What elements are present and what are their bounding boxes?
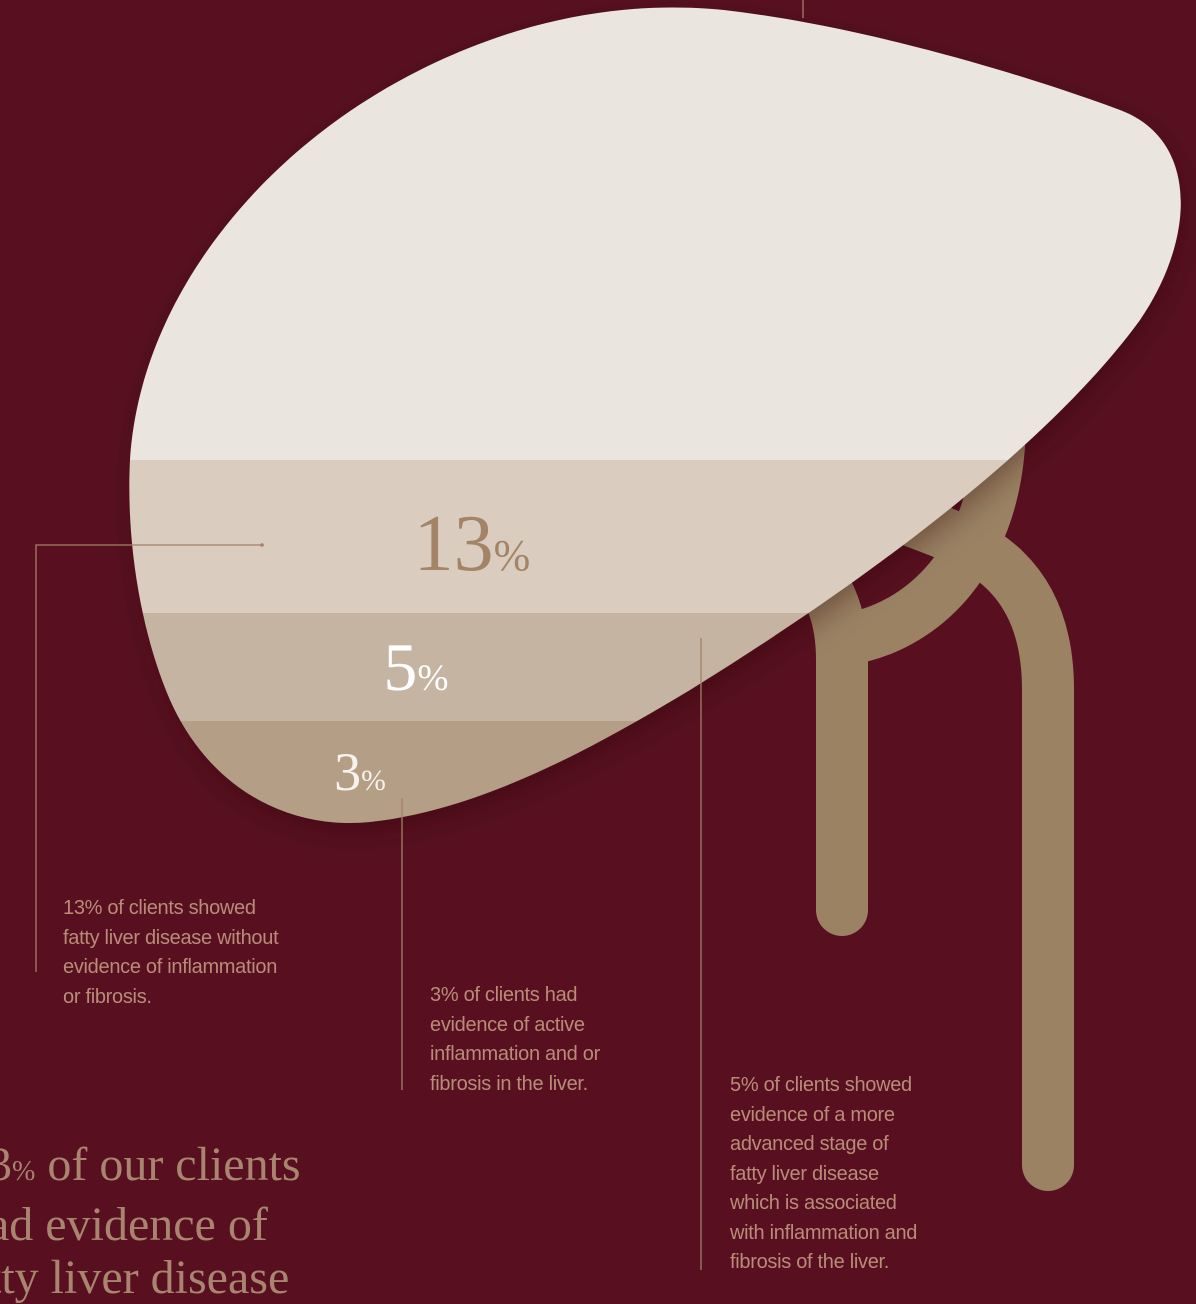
callout-5-percent: 5% of clients showed evidence of a more … <box>730 1071 955 1278</box>
callout-line: with inflammation and <box>730 1221 918 1244</box>
callout-line: or fibrosis. <box>63 985 152 1008</box>
callout-line: fibrosis in the liver. <box>430 1072 588 1095</box>
leader-lines <box>35 0 804 1270</box>
callout-line: evidence of inflammation <box>63 956 278 978</box>
headline-line-2: ad evidence of <box>0 1198 268 1251</box>
label-13-percent: 13% <box>414 500 531 588</box>
vessel-right <box>884 494 1074 1191</box>
callout-line: 3% of clients had <box>430 984 578 1006</box>
callout-13-percent: 13% of clients showed fatty liver diseas… <box>63 894 323 1012</box>
label-5-percent: 5% <box>383 629 448 705</box>
callout-line: evidence of a more <box>730 1103 895 1126</box>
callout-line: fatty liver disease <box>730 1162 879 1185</box>
callout-line: fibrosis of the liver. <box>730 1251 890 1273</box>
leader-dot-13 <box>260 543 264 547</box>
headline-percent-sign: % <box>12 1156 36 1187</box>
callout-line: evidence of active <box>430 1013 585 1036</box>
callout-line: inflammation and or <box>430 1043 600 1065</box>
callout-line: which is associated <box>730 1192 897 1214</box>
headline-number: 3 <box>0 1138 12 1191</box>
leader-13-percent <box>35 544 262 972</box>
liver-top-band <box>129 7 1181 460</box>
vessel-arch <box>816 394 1026 666</box>
callout-line: fatty liver disease without <box>63 926 279 949</box>
liver-shape <box>129 7 1181 823</box>
label-3-percent: 3% <box>334 742 386 802</box>
headline-line-3: tty liver disease <box>0 1251 290 1304</box>
callout-line: advanced stage of <box>730 1133 889 1155</box>
headline: 3% of our clients ad evidence of tty liv… <box>0 1138 301 1304</box>
callout-line: 13% of clients showed <box>63 897 256 919</box>
callout-3-percent: 3% of clients had evidence of active inf… <box>430 981 640 1099</box>
callout-line: 5% of clients showed <box>730 1074 912 1096</box>
band-3-percent <box>129 721 1181 823</box>
headline-line-1: of our clients <box>35 1138 301 1191</box>
